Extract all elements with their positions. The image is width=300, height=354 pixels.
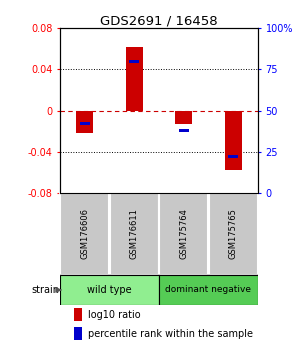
Bar (159, 275, 258, 305)
Text: log10 ratio: log10 ratio (88, 310, 140, 320)
Text: GSM175764: GSM175764 (179, 209, 188, 259)
Bar (74, 308, 82, 321)
Bar (126, 47, 143, 110)
Bar (175, 110, 192, 124)
Bar (225, 110, 242, 170)
Bar (74, 327, 82, 340)
Text: wild type: wild type (87, 285, 132, 295)
Bar (228, 155, 238, 158)
Bar (61, 193, 109, 275)
Title: GDS2691 / 16458: GDS2691 / 16458 (100, 14, 218, 27)
Bar (76, 110, 93, 133)
Bar (160, 193, 208, 275)
Bar (80, 122, 90, 125)
Text: GSM176611: GSM176611 (130, 209, 139, 259)
Bar (209, 193, 257, 275)
Text: dominant negative: dominant negative (166, 285, 251, 295)
Bar (179, 129, 189, 132)
Bar (60, 275, 159, 305)
Text: GSM175765: GSM175765 (229, 209, 238, 259)
Bar (110, 193, 158, 275)
Text: GSM176606: GSM176606 (80, 208, 89, 259)
Text: percentile rank within the sample: percentile rank within the sample (88, 329, 253, 339)
Bar (129, 60, 139, 63)
Text: strain: strain (31, 285, 59, 295)
